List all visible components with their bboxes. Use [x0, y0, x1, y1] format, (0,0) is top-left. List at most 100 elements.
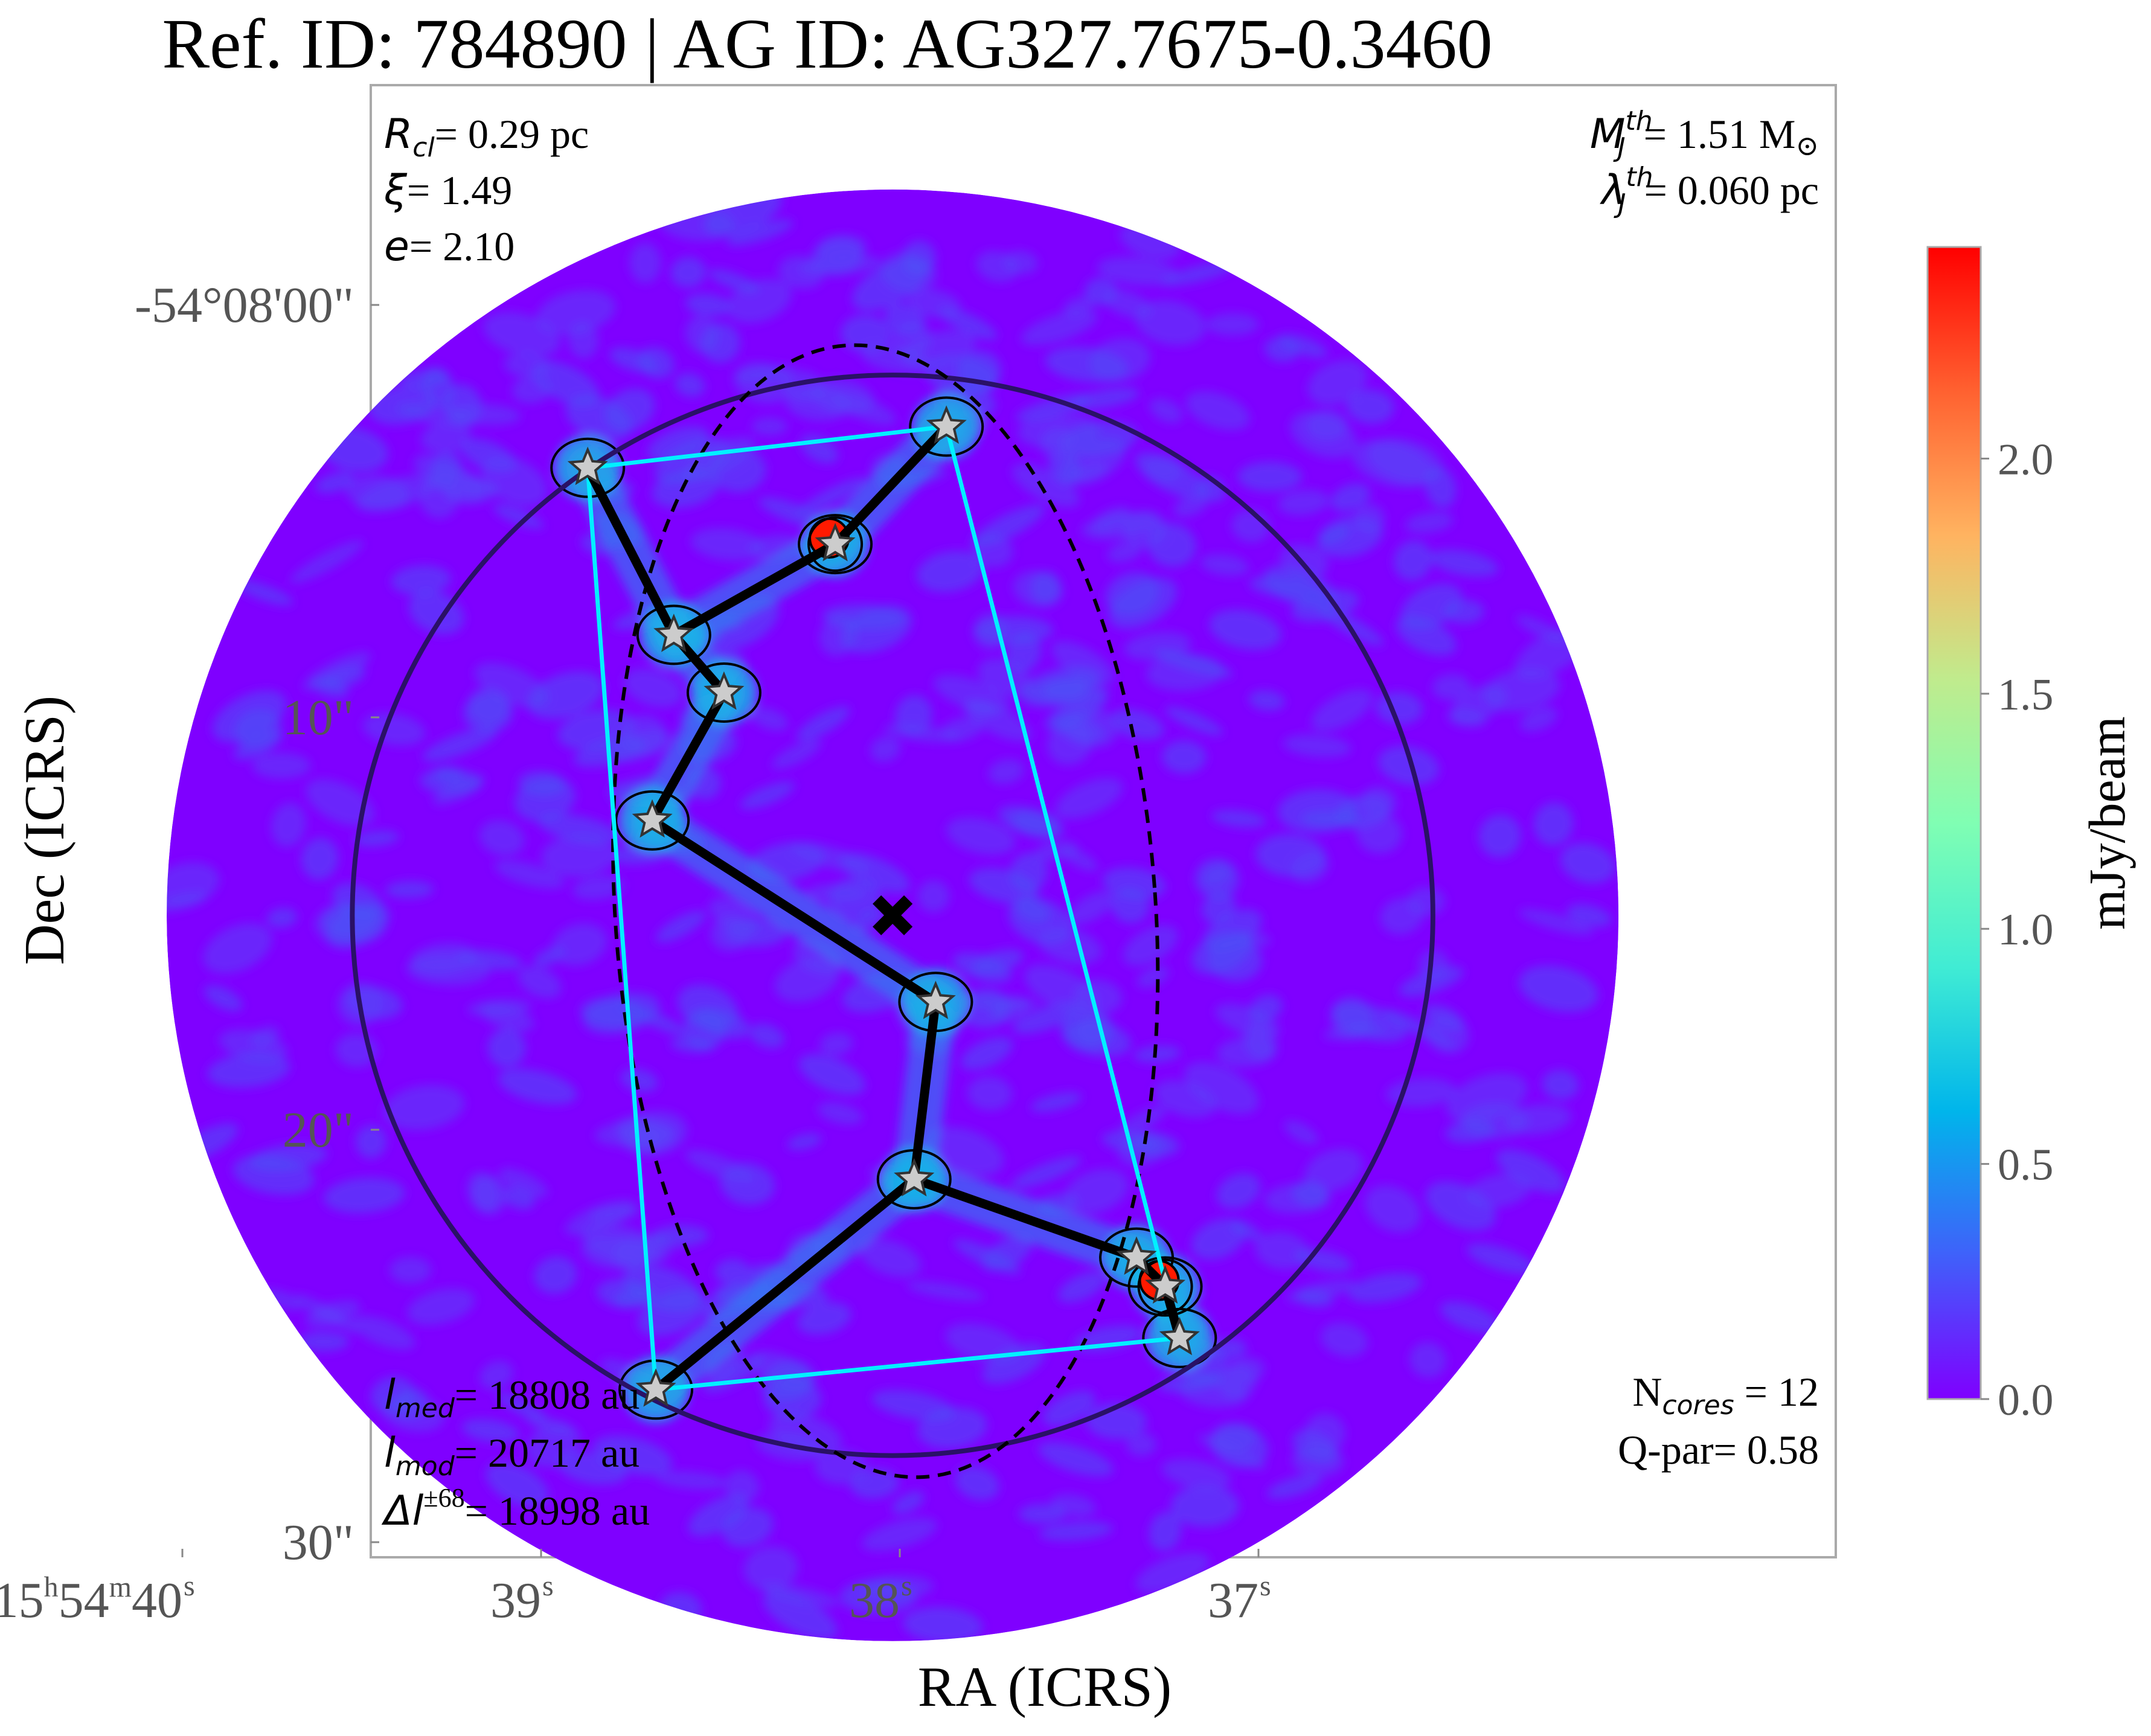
noise-blob: [1205, 313, 1259, 336]
noise-blob: [796, 706, 850, 741]
noise-blob: [251, 1026, 280, 1048]
noise-blob: [883, 723, 962, 743]
noise-blob: [650, 1225, 709, 1248]
annotation-line: Ncores = 12: [1632, 1369, 1819, 1421]
noise-blob: [1296, 1289, 1333, 1307]
noise-blob: [204, 985, 243, 1011]
noise-blob: [1143, 456, 1182, 484]
noise-blob: [1045, 691, 1108, 731]
noise-blob: [685, 293, 732, 316]
noise-blob: [1126, 1433, 1157, 1456]
noise-blob: [290, 540, 364, 583]
noise-blob: [1037, 927, 1102, 964]
mst-edge: [583, 463, 679, 639]
noise-blob: [370, 1376, 415, 1414]
noise-blob: [234, 708, 282, 749]
noise-blob: [1010, 852, 1048, 893]
noise-blob: [818, 1102, 863, 1125]
noise-blob: [787, 1133, 822, 1150]
noise-blob: [1201, 892, 1236, 924]
noise-blob: [1159, 261, 1236, 286]
noise-blob: [447, 403, 521, 425]
noise-blob: [1409, 1342, 1447, 1378]
noise-blob: [839, 1579, 918, 1615]
noise-blob: [1330, 483, 1370, 512]
noise-blob: [322, 903, 377, 938]
annotation-line: ξ= 1.49: [383, 167, 512, 214]
noise-blob: [817, 235, 867, 261]
noise-blob: [1060, 1007, 1114, 1051]
noise-blob: [725, 1470, 760, 1503]
noise-blob: [463, 693, 513, 733]
noise-blob: [1154, 1080, 1217, 1118]
noise-blob: [751, 417, 787, 436]
noise-blob: [249, 1144, 327, 1172]
noise-blob: [1038, 1442, 1114, 1477]
noise-blob: [1295, 1248, 1352, 1272]
noise-blob: [851, 258, 929, 312]
noise-blob: [383, 1084, 465, 1130]
noise-blob: [917, 1407, 988, 1449]
noise-blob: [1194, 858, 1239, 900]
noise-blob: [862, 1517, 938, 1551]
colorbar-tick-label: 2.0: [1998, 435, 2054, 484]
noise-blob: [1185, 391, 1250, 431]
core-star-marker: [915, 981, 956, 1019]
noise-blob: [1249, 995, 1283, 1022]
annotation-line: λth J = 0.060 pc: [1600, 162, 1819, 219]
x-axis-ticks: 15h54m40 s 39 s 38 s 37 s: [0, 1549, 1271, 1629]
noise-blob: [952, 952, 1012, 983]
noise-blob: [1248, 690, 1285, 711]
x-tick-unit: s: [184, 1570, 195, 1602]
noise-blob: [652, 468, 720, 508]
annotation-top-left: Rcl= 0.29 pcξ= 1.49 e= 2.10: [383, 111, 589, 271]
noise-blob: [998, 806, 1063, 839]
noise-blob: [406, 1288, 475, 1325]
noise-blob: [1042, 1391, 1095, 1426]
mst-edge: [909, 997, 940, 1184]
noise-blob: [362, 713, 426, 746]
core-contour: [636, 604, 711, 665]
noise-blob: [916, 551, 984, 592]
noise-blob: [1069, 388, 1140, 410]
noise-blob: [852, 909, 886, 932]
noise-blob: [1074, 979, 1123, 1014]
noise-blob: [1170, 1485, 1240, 1527]
x-tick-label: 15h54m40: [0, 1571, 182, 1629]
noise-blob: [467, 1171, 500, 1212]
noise-blob: [1478, 814, 1521, 858]
noise-blob: [1097, 257, 1179, 286]
noise-blob: [1542, 1069, 1579, 1100]
core-star-marker: [567, 446, 608, 485]
noise-blob: [323, 1177, 405, 1214]
noise-blob: [410, 943, 478, 975]
noise-blob: [1533, 802, 1574, 846]
noise-blob: [1365, 1185, 1421, 1232]
noise-blob: [582, 992, 661, 1034]
noise-blob: [496, 1392, 548, 1423]
core-contour: [618, 1359, 694, 1420]
noise-blob: [1319, 525, 1351, 545]
noise-blob: [1306, 409, 1348, 441]
noise-blob: [486, 1462, 549, 1508]
noise-blob: [1393, 540, 1432, 581]
noise-blob: [695, 1008, 750, 1039]
noise-blob: [252, 752, 311, 779]
noise-blob: [700, 322, 740, 364]
noise-blob: [976, 251, 1019, 283]
peak-contour: [807, 516, 864, 572]
noise-blob: [420, 421, 472, 453]
noise-blob: [1516, 615, 1566, 643]
core-star-marker: [894, 1158, 935, 1197]
noise-blob: [1519, 706, 1558, 732]
noise-blob: [1063, 1168, 1129, 1215]
colorbar-tick-label: 1.5: [1998, 670, 2054, 720]
noise-blob: [493, 504, 544, 529]
noise-blob: [1111, 888, 1150, 924]
noise-blob: [1311, 689, 1373, 732]
noise-blob: [772, 739, 822, 769]
noise-blob: [1429, 549, 1499, 577]
noise-blob: [1304, 1148, 1364, 1192]
noise-blob: [1292, 1180, 1329, 1208]
noise-blob: [690, 528, 765, 561]
